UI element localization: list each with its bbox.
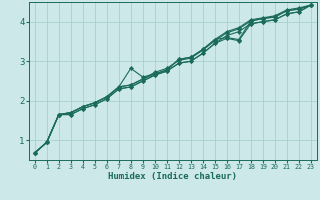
X-axis label: Humidex (Indice chaleur): Humidex (Indice chaleur): [108, 172, 237, 181]
